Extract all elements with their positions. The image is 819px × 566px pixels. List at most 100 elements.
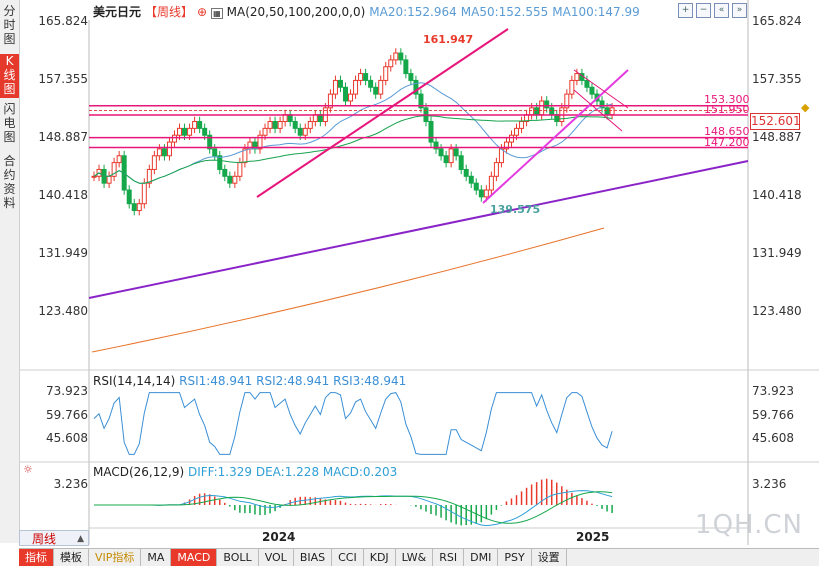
indicator-tab[interactable]: VOL xyxy=(259,549,294,566)
indicator-tab[interactable]: 指标 xyxy=(19,549,54,566)
x-axis-label: 2025 xyxy=(576,530,610,544)
macd-params: MACD(26,12,9) xyxy=(93,465,185,479)
candle-body xyxy=(332,79,338,95)
candle-body xyxy=(453,148,459,157)
zoom-in-icon[interactable]: + xyxy=(678,3,693,18)
rsi-axis-label: 59.766 xyxy=(752,408,794,422)
indicator-tab[interactable]: MACD xyxy=(171,549,218,566)
macd-axis-label: 3.236 xyxy=(752,477,787,491)
period-label: 【周线】 xyxy=(145,5,194,19)
candle-body xyxy=(257,134,263,150)
right-axis-label: 123.480 xyxy=(752,304,802,318)
level-label: 147.200 xyxy=(704,136,750,149)
candle-body xyxy=(277,121,283,129)
candle-body xyxy=(187,127,193,136)
candle-body xyxy=(327,93,333,109)
candle-body xyxy=(91,175,97,178)
indicator-tab[interactable]: VIP指标 xyxy=(89,549,142,566)
candle-body xyxy=(549,107,555,116)
candle-body xyxy=(197,121,203,129)
left-axis-label: 140.418 xyxy=(38,188,88,202)
indicator-tab[interactable]: RSI xyxy=(433,549,465,566)
indicator-tab[interactable]: MA xyxy=(141,549,172,566)
candle-body xyxy=(604,107,610,116)
right-axis-label: 165.824 xyxy=(752,14,802,28)
bell-icon[interactable]: ◆ xyxy=(801,101,810,114)
candle-body xyxy=(418,93,424,109)
ma-toggle-icon[interactable]: ▦ xyxy=(211,8,223,19)
low-annotation: 139.575 xyxy=(490,203,541,216)
rsi3-value: RSI3:48.941 xyxy=(333,374,407,388)
candle-body xyxy=(413,79,419,95)
tab-timeshare[interactable]: 分时图 xyxy=(3,4,16,46)
triangle-up-icon: ▲ xyxy=(77,534,84,544)
indicator-tab[interactable]: PSY xyxy=(498,549,532,566)
period-selector[interactable]: 周线 ▲ xyxy=(19,530,89,546)
right-axis-label: 140.418 xyxy=(752,188,802,202)
zoom-out-icon[interactable]: − xyxy=(696,3,711,18)
tab-contract-info[interactable]: 合约资料 xyxy=(3,154,16,210)
indicator-tab[interactable]: 设置 xyxy=(532,549,567,566)
indicator-toolbar: 指标 模板 VIP指标 MA MACD BOLL VOL BIAS CCI KDJ LW& RSI DM… xyxy=(19,548,819,566)
candle-body xyxy=(146,168,152,184)
tab-kline[interactable]: K线图 xyxy=(0,54,19,98)
candle-body xyxy=(373,86,379,95)
candle-body xyxy=(569,79,575,95)
candle-body xyxy=(106,175,112,184)
candle-body xyxy=(353,79,359,95)
candle-body xyxy=(166,141,172,157)
watermark-logo: 1QH.CN xyxy=(695,510,803,540)
candle-body xyxy=(116,155,122,164)
candlestick-series xyxy=(91,48,615,216)
candle-body xyxy=(514,127,520,136)
candle-body xyxy=(393,52,399,61)
indicator-tab[interactable]: LW& xyxy=(396,549,434,566)
indicator-tab[interactable]: CCI xyxy=(332,549,364,566)
ma100-line xyxy=(91,227,605,353)
indicator-tab[interactable]: BOLL xyxy=(217,549,259,566)
macd-panel xyxy=(94,478,613,527)
indicator-settings-icon[interactable]: ☼ xyxy=(23,463,33,476)
trendlines xyxy=(88,28,749,299)
candle-body xyxy=(343,86,348,102)
candle-body xyxy=(519,121,525,129)
candle-body xyxy=(237,162,243,177)
scroll-left-icon[interactable]: « xyxy=(714,3,729,18)
candle-body xyxy=(262,127,268,136)
candle-body xyxy=(177,127,183,136)
rsi-axis-label: 45.608 xyxy=(752,431,794,445)
horizontal-levels xyxy=(89,105,748,149)
candle-body xyxy=(508,134,514,143)
rsi-axis-label: 45.608 xyxy=(46,431,88,445)
candle-body xyxy=(398,52,404,61)
tab-lightning[interactable]: 闪电图 xyxy=(3,102,16,144)
diff-value: DIFF:1.329 xyxy=(187,465,253,479)
ma100-value: MA100:147.99 xyxy=(552,5,640,19)
candle-body xyxy=(272,121,278,129)
candle-body xyxy=(408,73,414,81)
indicator-tab[interactable]: KDJ xyxy=(364,549,396,566)
indicator-tab[interactable]: 模板 xyxy=(54,549,89,566)
candle-body xyxy=(498,148,504,164)
level-label: 151.950 xyxy=(704,103,750,116)
candle-body xyxy=(348,93,354,102)
settings-icon[interactable]: ⊕ xyxy=(197,5,208,19)
right-axis-label: 148.887 xyxy=(752,130,802,144)
candle-body xyxy=(448,148,454,164)
chart-header: 美元日元 【周线】 ⊕ ▦ MA(20,50,100,200,0,0) MA20:152.… xyxy=(93,3,644,19)
scroll-right-icon[interactable]: » xyxy=(732,3,747,18)
indicator-tab[interactable]: DMI xyxy=(464,549,499,566)
candle-body xyxy=(473,182,479,191)
left-axis-label: 165.824 xyxy=(38,14,88,28)
rsi-line xyxy=(93,392,613,455)
candle-body xyxy=(227,175,233,184)
ma50-value: MA50:152.555 xyxy=(460,5,549,19)
indicator-tab[interactable]: BIAS xyxy=(294,549,333,566)
candle-body xyxy=(503,141,509,150)
candle-body xyxy=(463,168,469,177)
dea-line xyxy=(94,491,613,524)
candle-body xyxy=(337,79,343,88)
macd-value: MACD:0.203 xyxy=(322,465,398,479)
candle-body xyxy=(378,79,384,95)
